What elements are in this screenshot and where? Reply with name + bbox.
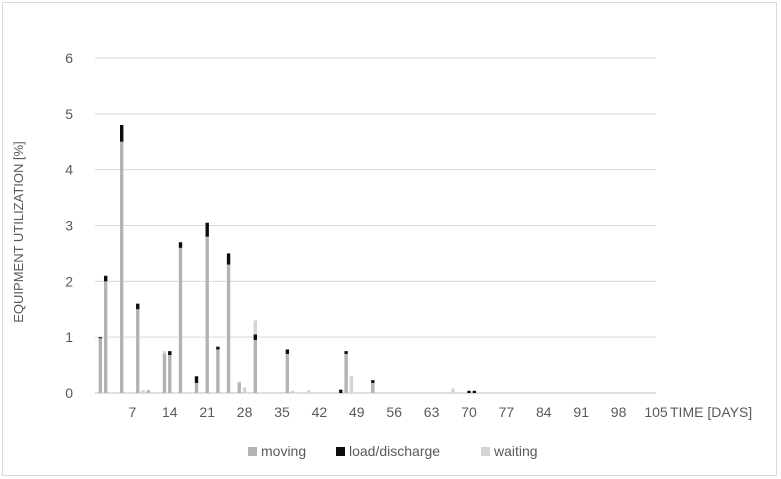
x-tick-label: 49 xyxy=(349,404,365,420)
bar-waiting xyxy=(237,381,241,383)
y-tick-label: 0 xyxy=(65,385,73,401)
bar-moving xyxy=(194,382,199,393)
bar-moving xyxy=(103,281,108,393)
bar-load-discharge xyxy=(103,275,108,282)
bar-load-discharge xyxy=(205,222,209,237)
x-tick-label: 98 xyxy=(611,404,627,420)
bar-moving xyxy=(205,236,209,393)
bar-waiting xyxy=(307,390,311,393)
bar-load-discharge xyxy=(371,380,375,383)
x-tick-label: 42 xyxy=(312,404,328,420)
bar-moving xyxy=(120,141,124,393)
y-tick-label: 1 xyxy=(65,329,73,345)
bar-load-discharge xyxy=(339,389,343,393)
x-tick-label: 91 xyxy=(573,404,589,420)
y-tick-label: 4 xyxy=(65,162,73,178)
bar-load-discharge xyxy=(120,125,124,142)
gridlines xyxy=(95,57,656,394)
bar-moving xyxy=(371,382,375,393)
bar-waiting xyxy=(242,387,247,393)
bar-waiting xyxy=(451,388,455,393)
y-axis-ticks: 0 1 2 3 4 5 6 xyxy=(65,50,73,401)
x-tick-label: 21 xyxy=(199,404,215,420)
bar-moving xyxy=(216,349,220,393)
bar-load-discharge xyxy=(226,253,231,265)
legend-swatch-waiting xyxy=(481,447,490,456)
bar-moving xyxy=(162,353,167,393)
bar-moving xyxy=(253,339,257,393)
bar-moving xyxy=(98,338,103,393)
legend: moving load/discharge waiting xyxy=(248,443,538,459)
bar-waiting xyxy=(349,376,354,393)
x-tick-label: 77 xyxy=(499,404,515,420)
y-tick-label: 2 xyxy=(65,273,73,289)
bar-moving xyxy=(237,382,241,393)
bar-moving xyxy=(344,353,348,393)
bar-load-discharge xyxy=(168,351,172,356)
bar-load-discharge xyxy=(178,242,183,248)
bar-moving xyxy=(226,264,231,393)
bar-load-discharge xyxy=(194,376,199,383)
x-axis-title: TIME [DAYS] xyxy=(670,404,752,420)
x-axis-ticks: 7 14 21 28 35 42 49 56 63 70 77 84 91 98 105 xyxy=(129,404,668,420)
legend-label-waiting: waiting xyxy=(493,443,538,459)
bar-load-discharge xyxy=(472,390,477,393)
x-tick-label: 7 xyxy=(129,404,137,420)
x-tick-label: 84 xyxy=(536,404,552,420)
y-tick-label: 6 xyxy=(65,50,73,66)
bar-waiting xyxy=(141,390,145,393)
bar-load-discharge xyxy=(467,390,471,393)
bar-load-discharge xyxy=(136,303,140,310)
y-tick-label: 3 xyxy=(65,218,73,234)
bar-waiting xyxy=(162,351,167,354)
legend-swatch-moving xyxy=(248,447,257,456)
bar-moving xyxy=(136,309,140,393)
bar-waiting xyxy=(253,320,257,335)
bar-load-discharge xyxy=(253,334,257,340)
bar-load-discharge xyxy=(285,349,290,354)
x-tick-label: 63 xyxy=(424,404,440,420)
legend-swatch-load-discharge xyxy=(336,447,345,456)
y-tick-label: 5 xyxy=(65,106,73,122)
x-tick-label: 70 xyxy=(461,404,477,420)
bar-load-discharge xyxy=(344,351,348,354)
bars xyxy=(98,125,477,393)
bar-moving xyxy=(168,355,172,393)
x-tick-label: 14 xyxy=(162,404,178,420)
bar-waiting xyxy=(290,390,295,393)
legend-label-moving: moving xyxy=(261,443,306,459)
bar-moving xyxy=(178,247,183,393)
x-tick-label: 105 xyxy=(644,404,668,420)
bar-moving xyxy=(285,353,290,393)
bar-load-discharge xyxy=(98,337,103,339)
y-axis-title: EQUIPMENT UTILIZATION [%] xyxy=(11,141,26,323)
x-tick-label: 56 xyxy=(386,404,402,420)
x-tick-label: 35 xyxy=(274,404,290,420)
legend-label-load-discharge: load/discharge xyxy=(349,443,440,459)
x-tick-label: 28 xyxy=(237,404,253,420)
bar-load-discharge xyxy=(216,346,220,350)
bar-moving xyxy=(146,390,151,393)
